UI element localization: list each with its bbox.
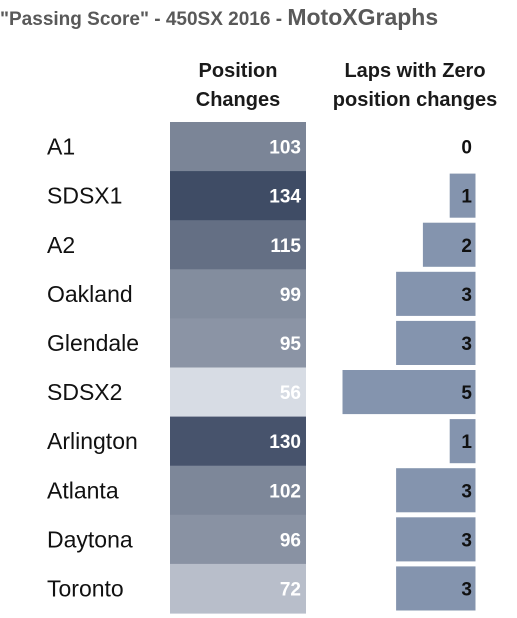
category-label: A1 — [47, 134, 75, 160]
zero-laps-bar — [341, 369, 477, 416]
category-label: A2 — [47, 232, 75, 258]
position-changes-cell — [170, 563, 306, 614]
zero-laps-header: Laps with Zero position changes — [325, 57, 505, 115]
zero-laps-header-line2: position changes — [332, 89, 498, 111]
position-changes-value: 95 — [280, 334, 302, 355]
category-label: Oakland — [47, 281, 133, 307]
zero-laps-value: 2 — [461, 236, 472, 257]
position-changes-cell — [170, 171, 306, 221]
chart-title: "Passing Score" - 450SX 2016 - MotoXGrap… — [0, 4, 517, 34]
zero-laps-bar — [448, 418, 477, 465]
zero-laps-bar — [395, 319, 477, 366]
position-changes-value: 72 — [280, 579, 301, 600]
position-changes-value: 99 — [280, 285, 301, 306]
zero-laps-bar — [395, 467, 477, 514]
zero-laps-bar — [395, 565, 477, 612]
zero-laps-bar — [421, 221, 477, 268]
position-changes-cell — [170, 269, 306, 319]
zero-laps-bar — [448, 172, 477, 219]
position-changes-value: 134 — [269, 187, 301, 208]
position-changes-value: 56 — [280, 383, 301, 404]
zero-laps-value: 1 — [461, 187, 472, 208]
category-label: Arlington — [47, 428, 138, 454]
zero-laps-value: 3 — [461, 579, 472, 600]
category-label: Daytona — [47, 526, 133, 552]
position-changes-cell — [170, 122, 306, 172]
position-changes-value: 96 — [280, 530, 301, 551]
chart-title-brand: MotoXGraphs — [287, 4, 439, 30]
category-label: Glendale — [47, 330, 139, 356]
zero-laps-value: 3 — [461, 285, 472, 306]
category-label: Atlanta — [47, 477, 119, 503]
position-changes-cell — [170, 465, 306, 516]
position-changes-value: 115 — [270, 236, 301, 257]
position-changes-header: Position Changes — [170, 57, 306, 115]
position-changes-cell — [170, 220, 306, 270]
zero-laps-value: 3 — [461, 530, 472, 551]
zero-laps-value: 3 — [461, 481, 472, 502]
category-label: SDSX1 — [47, 183, 122, 209]
zero-laps-bar — [395, 516, 477, 563]
zero-laps-value: 1 — [461, 432, 472, 453]
zero-laps-bar — [395, 270, 477, 317]
position-changes-cell — [170, 367, 306, 418]
chart-title-text: "Passing Score" - 450SX 2016 - — [0, 9, 288, 30]
position-changes-header-line1: Position — [198, 60, 278, 82]
position-changes-cell — [170, 416, 306, 467]
position-changes-cell — [170, 318, 306, 369]
position-changes-header-line2: Changes — [195, 89, 281, 111]
category-label: SDSX2 — [47, 379, 122, 405]
category-label: Toronto — [47, 575, 124, 601]
position-changes-value: 103 — [269, 138, 301, 159]
position-changes-value: 130 — [269, 432, 301, 453]
zero-laps-header-line1: Laps with Zero — [344, 60, 486, 82]
position-changes-cell — [170, 514, 306, 565]
zero-laps-value: 3 — [461, 334, 472, 355]
zero-laps-value: 5 — [461, 383, 472, 404]
position-changes-value: 102 — [269, 481, 301, 502]
zero-laps-value: 0 — [461, 138, 472, 159]
